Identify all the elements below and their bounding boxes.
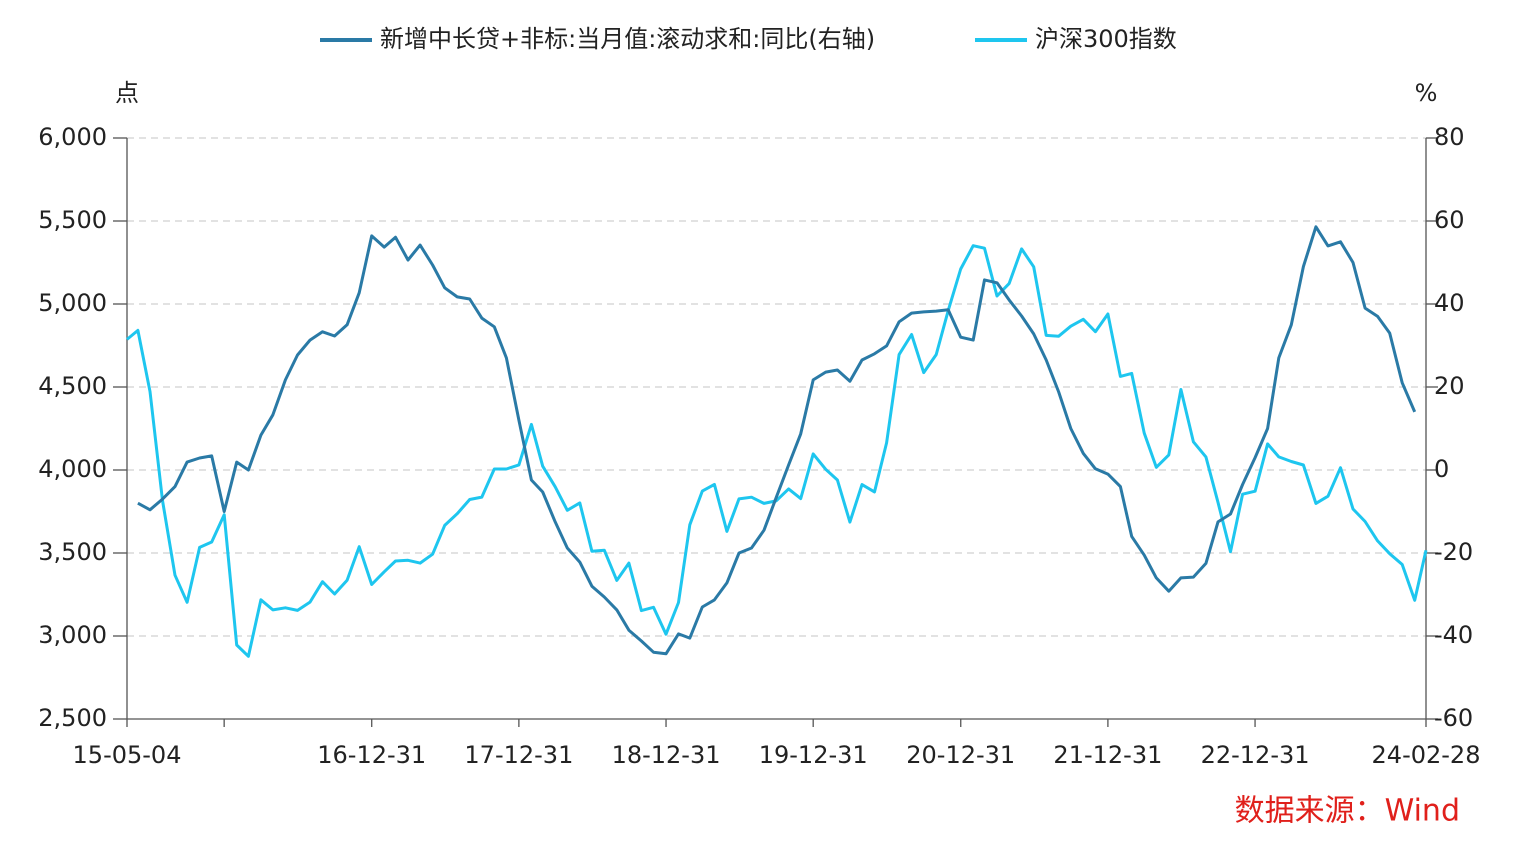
series-line [137,225,1417,656]
y2-tick-label: 60 [1434,206,1465,234]
y-tick-label: 5,500 [38,206,107,234]
x-tick-label: 20-12-31 [906,741,1015,769]
y-unit: 点 [115,79,139,107]
y-tick-label: 3,000 [38,621,107,649]
x-tick-label: 16-12-31 [317,741,426,769]
legend-label: 沪深300指数 [1035,25,1177,53]
x-tick-label: 15-05-04 [73,741,182,769]
x-tick-label: 24-02-28 [1372,741,1481,769]
legend-label: 新增中长贷+非标:当月值:滚动求和:同比(右轴) [380,25,875,53]
y2-unit: % [1415,79,1438,107]
source: 数据来源：Wind [1235,794,1460,829]
y-tick-label: 5,000 [38,289,107,317]
y-tick-label: 2,500 [38,704,107,732]
x-tick-label: 19-12-31 [759,741,868,769]
y2-tick-label: 40 [1434,289,1465,317]
x-tick-label: 17-12-31 [464,741,573,769]
y-tick-label: 6,000 [38,123,107,151]
y2-tick-label: -20 [1434,538,1473,566]
series-line [126,244,1428,658]
y2-tick-label: 20 [1434,372,1465,400]
y2-tick-label: 0 [1434,455,1449,483]
y2-tick-label: -40 [1434,621,1473,649]
y-tick-label: 3,500 [38,538,107,566]
x-tick-label: 21-12-31 [1053,741,1162,769]
y-tick-label: 4,500 [38,372,107,400]
x-tick-label: 22-12-31 [1201,741,1310,769]
y-tick-label: 4,000 [38,455,107,483]
y2-tick-label: 80 [1434,123,1465,151]
x-tick-label: 18-12-31 [612,741,721,769]
y2-tick-label: -60 [1434,704,1473,732]
